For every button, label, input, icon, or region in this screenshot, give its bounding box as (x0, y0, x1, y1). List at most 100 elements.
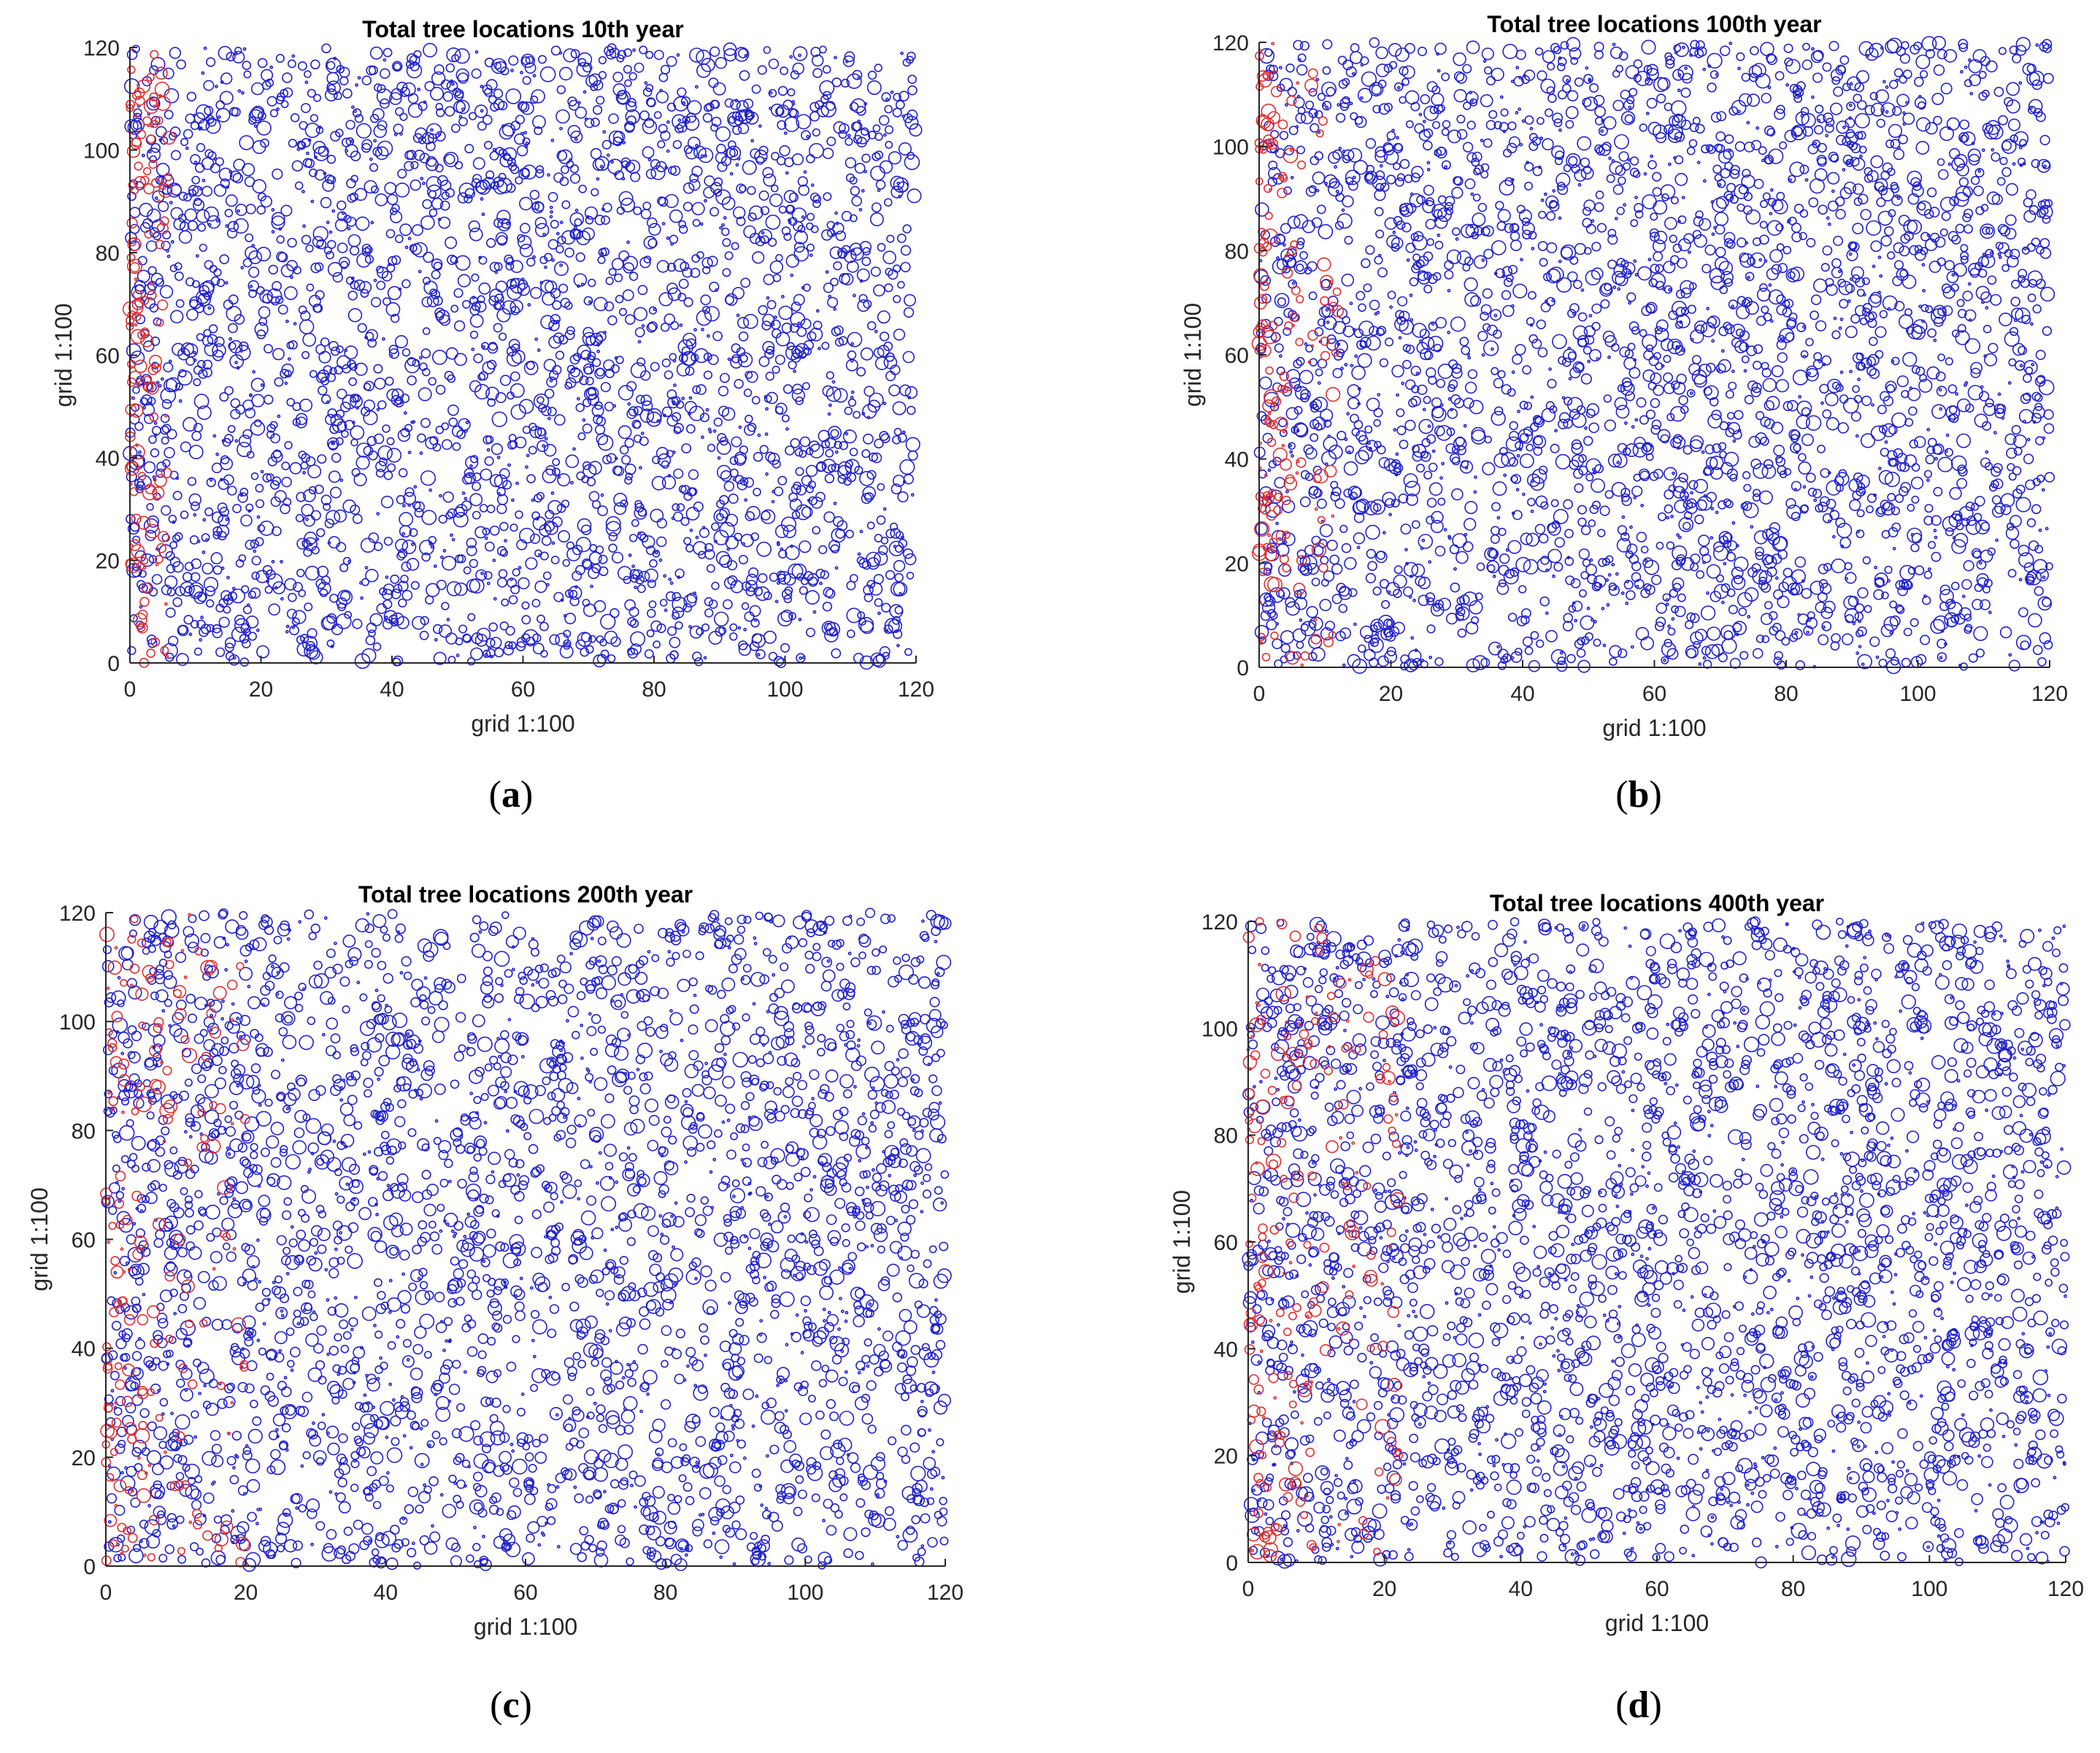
point (523, 131, 528, 135)
point (269, 109, 279, 118)
point (1709, 70, 1719, 79)
point (729, 172, 734, 176)
point (547, 173, 550, 177)
point (704, 542, 714, 553)
point (670, 242, 674, 246)
point (1466, 40, 1480, 55)
point (885, 267, 893, 276)
point (1774, 630, 1786, 641)
point (888, 540, 904, 556)
point (1316, 204, 1326, 215)
point (1595, 190, 1604, 199)
point (1437, 363, 1453, 379)
point (588, 567, 600, 580)
point (149, 155, 157, 164)
point (1358, 445, 1373, 461)
point (130, 118, 145, 132)
point (425, 436, 438, 450)
point (809, 327, 823, 342)
point (525, 141, 529, 145)
point (656, 260, 669, 273)
point (463, 566, 472, 575)
point (129, 444, 145, 460)
point (732, 477, 736, 482)
point (1258, 376, 1272, 390)
point (1499, 180, 1515, 196)
point (188, 632, 193, 637)
point (1712, 164, 1722, 174)
point (215, 107, 231, 123)
point (529, 189, 540, 200)
point (1334, 498, 1345, 509)
point (1718, 326, 1728, 337)
point (1687, 304, 1696, 314)
point (1338, 146, 1342, 150)
point (164, 414, 168, 418)
point (1473, 490, 1477, 494)
point (295, 513, 304, 523)
point (808, 496, 818, 506)
point (428, 190, 437, 199)
point (134, 161, 143, 171)
point (1587, 359, 1591, 364)
point (715, 126, 731, 142)
point (1794, 631, 1799, 634)
point (2008, 358, 2017, 367)
point (303, 514, 315, 527)
point (2029, 322, 2034, 326)
point (1491, 239, 1507, 256)
point (1636, 532, 1647, 542)
point (544, 437, 548, 441)
point (1369, 37, 1380, 48)
point (251, 571, 260, 580)
point (422, 327, 431, 335)
point (588, 278, 596, 288)
point (783, 190, 797, 204)
point (907, 51, 916, 61)
point (404, 487, 415, 497)
point (534, 126, 543, 136)
point (637, 285, 648, 296)
point (600, 493, 604, 497)
point (1277, 297, 1286, 307)
point (153, 474, 167, 488)
point (546, 376, 558, 388)
point (1365, 524, 1380, 540)
point (1656, 93, 1666, 104)
point (186, 91, 197, 102)
point (821, 342, 830, 350)
point (525, 465, 528, 469)
point (1376, 310, 1380, 315)
point (1974, 496, 1985, 507)
point (423, 42, 438, 58)
point (1667, 624, 1672, 629)
point (237, 89, 242, 93)
point (532, 255, 536, 259)
point (354, 188, 368, 202)
point (779, 145, 791, 157)
point (771, 323, 775, 326)
point (712, 82, 726, 96)
point (618, 425, 632, 440)
point (233, 218, 249, 234)
point (380, 495, 394, 509)
point (219, 91, 234, 105)
point (453, 320, 466, 332)
point (536, 614, 545, 624)
point (1563, 499, 1573, 510)
point (866, 551, 881, 567)
point (1552, 188, 1556, 193)
point (326, 220, 330, 225)
point (506, 221, 510, 226)
point (150, 448, 160, 458)
point (166, 254, 171, 258)
point (536, 396, 545, 404)
point (396, 551, 406, 561)
point (801, 475, 812, 486)
point (271, 559, 275, 564)
point (1607, 355, 1611, 359)
point (251, 105, 265, 119)
point (241, 585, 250, 594)
point (1524, 115, 1534, 125)
point (1347, 450, 1351, 454)
